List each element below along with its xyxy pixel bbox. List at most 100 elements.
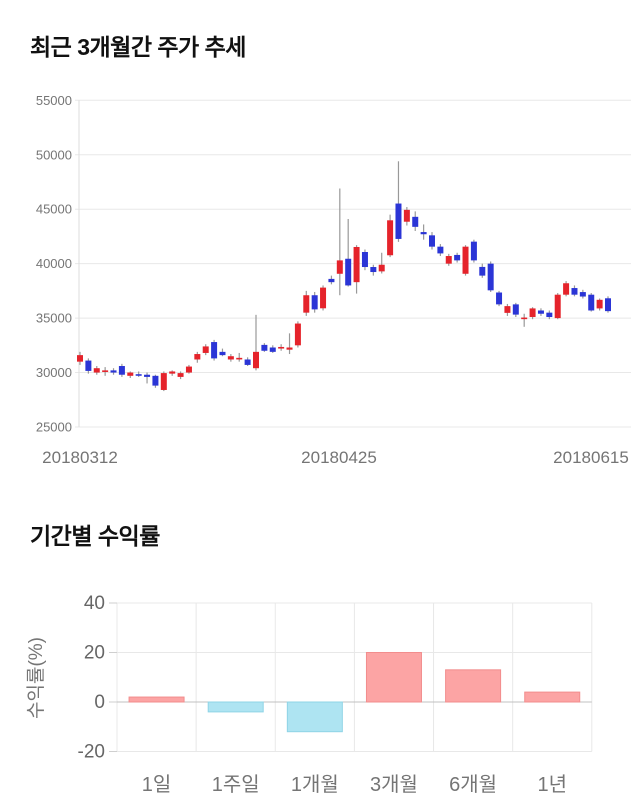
candle-down: [571, 285, 578, 297]
returns-chart-title: 기간별 수익률: [30, 523, 160, 549]
candle-down: [361, 249, 368, 271]
candle-up: [286, 333, 293, 355]
bar-6개월: [445, 669, 502, 703]
candle-down: [219, 348, 226, 357]
candle-up: [294, 321, 301, 348]
price-x-tick-label: 20180425: [301, 448, 377, 467]
returns-grid: [109, 602, 593, 752]
candle-down: [135, 371, 142, 377]
candle-down: [454, 252, 461, 263]
candle-up: [378, 252, 385, 274]
candle-up: [194, 351, 201, 363]
candle-up: [403, 207, 410, 226]
candle-down: [152, 374, 159, 388]
candles: [77, 161, 611, 392]
returns-y-tick-label: 40: [84, 593, 105, 614]
price-y-tick-label: 50000: [36, 147, 72, 162]
returns-y-tick-label: 0: [94, 692, 105, 713]
returns-x-tick-label: 1주일: [212, 773, 260, 796]
candle-down: [211, 339, 218, 361]
candle-down: [588, 293, 595, 312]
candle-down: [85, 358, 92, 374]
candle-up: [320, 285, 327, 311]
candle-up: [160, 371, 167, 392]
candle-down: [110, 368, 117, 375]
bar-1주일: [207, 701, 264, 713]
candle-down: [429, 232, 435, 250]
price-candlestick-chart: 55000 50000 45000 40000 35000 30000 25000 20180…: [36, 93, 631, 467]
candle-up: [596, 298, 603, 311]
candle-down: [546, 310, 553, 320]
candle-down: [244, 357, 251, 367]
price-y-tick-label: 30000: [36, 365, 72, 380]
candle-up: [462, 245, 469, 276]
bars: [128, 652, 581, 733]
returns-x-tick-label: 6개월: [449, 773, 497, 796]
candle-up: [127, 371, 134, 378]
candle-down: [118, 363, 125, 377]
candle-up: [504, 303, 511, 316]
candle-down: [311, 291, 318, 313]
price-y-tick-label: 35000: [36, 311, 72, 326]
price-y-tick-label: 55000: [36, 93, 72, 108]
candle-up: [445, 253, 452, 266]
candle-down: [144, 372, 151, 384]
candle-down: [512, 302, 519, 318]
bar-1일: [128, 696, 185, 703]
candle-up: [303, 290, 310, 316]
candle-up: [177, 371, 184, 380]
price-grid: [75, 99, 631, 428]
candle-up: [77, 351, 83, 365]
price-y-tick-label: 25000: [36, 420, 72, 435]
candle-up: [278, 344, 285, 351]
candle-up: [169, 370, 176, 376]
candle-up: [387, 214, 394, 258]
returns-y-tick-label: -20: [78, 742, 105, 763]
candle-down: [496, 290, 503, 307]
returns-y-axis-label: 수익률(%): [25, 637, 47, 719]
candle-down: [537, 308, 544, 316]
candle-down: [328, 275, 335, 285]
candle-down: [269, 345, 276, 353]
returns-x-tick-label: 1년: [537, 773, 567, 796]
candle-down: [420, 224, 427, 240]
returns-y-tick-label: 20: [84, 643, 105, 664]
price-y-tick-label: 45000: [36, 202, 72, 217]
candle-up: [554, 293, 561, 320]
bar-1개월: [286, 701, 343, 733]
candle-up: [521, 313, 528, 327]
candle-down: [605, 296, 611, 313]
candle-down: [261, 343, 268, 352]
candle-down: [487, 261, 494, 292]
candle-up: [563, 281, 570, 297]
candle-up: [529, 307, 536, 320]
returns-bar-chart: 40 20 0 -20 수익률(%) 1일 1주일 1개월 3개월 6개월 1년: [25, 593, 593, 796]
candle-down: [437, 244, 444, 257]
returns-x-tick-label: 1개월: [291, 773, 339, 796]
candle-down: [470, 239, 477, 263]
price-x-tick-label: 20180312: [42, 448, 118, 467]
candle-up: [93, 366, 100, 375]
candle-down: [395, 161, 402, 242]
candle-up: [236, 352, 243, 362]
candle-up: [336, 188, 343, 296]
candle-down: [412, 211, 419, 231]
bar-1년: [524, 691, 581, 703]
candle-down: [345, 219, 352, 287]
returns-x-tick-label: 1일: [142, 773, 172, 796]
bar-3개월: [365, 652, 422, 703]
candle-up: [227, 354, 234, 362]
candle-down: [370, 264, 377, 276]
returns-x-tick-label: 3개월: [370, 773, 418, 796]
candle-up: [185, 364, 192, 374]
price-y-tick-label: 40000: [36, 256, 72, 271]
candle-up: [102, 367, 109, 376]
candle-down: [579, 289, 586, 299]
price-chart-title: 최근 3개월간 주가 추세: [30, 34, 246, 60]
candle-down: [479, 263, 486, 278]
candle-up: [253, 314, 259, 371]
price-x-tick-label: 20180615: [553, 448, 629, 467]
candle-up: [353, 245, 360, 294]
candle-up: [202, 344, 209, 356]
